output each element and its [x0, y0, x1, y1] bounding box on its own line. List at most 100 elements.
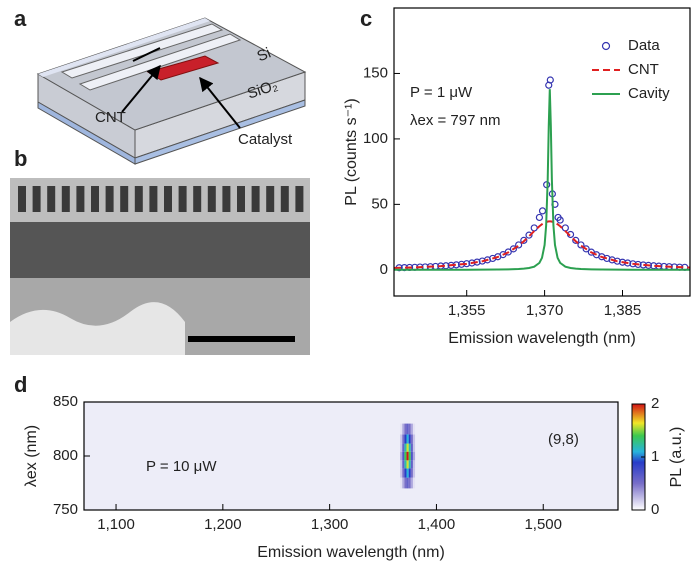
heat-cell: [412, 477, 416, 489]
panel-label: d: [14, 372, 27, 397]
heat-cell: [402, 423, 405, 435]
heat-cell: [408, 468, 411, 478]
hole: [105, 186, 114, 212]
heat-cell: [410, 468, 413, 478]
heat-cell: [402, 451, 405, 461]
x-tick-label: 1,500: [524, 516, 562, 533]
y-tick-label: 0: [380, 261, 388, 278]
annotation: λex = 797 nm: [410, 112, 500, 129]
hole: [149, 186, 158, 212]
heat-cell: [406, 434, 409, 444]
heat-cell: [410, 443, 413, 452]
colorbar-label: PL (a.u.): [668, 427, 685, 488]
data-point: [561, 224, 569, 232]
heat-cell: [410, 434, 413, 444]
legend-label: Cavity: [628, 85, 670, 102]
heat-cell: [412, 423, 416, 435]
heat-cell: [404, 434, 407, 444]
hole: [193, 186, 202, 212]
heat-cell: [400, 477, 403, 489]
data-point: [520, 236, 528, 244]
hole: [237, 186, 245, 212]
y-tick-label: 50: [371, 195, 388, 212]
data-point: [530, 224, 538, 232]
hole: [120, 186, 129, 212]
data-point: [582, 245, 590, 253]
heat-cell: [404, 423, 407, 435]
series-line: [394, 89, 690, 271]
annotation: P = 10 μW: [146, 458, 217, 475]
data-point: [572, 236, 580, 244]
diagram-label: Catalyst: [238, 131, 293, 148]
plot-frame: [83, 401, 619, 511]
heat-cell: [410, 451, 413, 461]
series-line: [394, 220, 690, 269]
heat-cell: [402, 477, 405, 489]
data-point: [556, 216, 564, 224]
y-axis-label: PL (counts s⁻¹): [343, 98, 360, 205]
scale-bar: [188, 336, 295, 342]
y-axis-label: λex (nm): [23, 425, 40, 487]
hole: [61, 186, 70, 212]
data-point: [504, 248, 512, 256]
plot-area: [394, 76, 690, 272]
heat-cell: [406, 468, 409, 478]
heat-cell: [402, 468, 405, 478]
data-point: [525, 231, 533, 239]
x-axis-label: Emission wavelength (nm): [448, 330, 636, 347]
heat-cell: [412, 468, 416, 478]
heat-cell: [406, 477, 409, 489]
heat-cell: [400, 451, 403, 461]
x-axis-label: Emission wavelength (nm): [257, 544, 445, 561]
heat-cell: [412, 460, 416, 469]
heat-cell: [408, 423, 411, 435]
heat-cell: [402, 460, 405, 469]
data-point: [515, 241, 523, 249]
x-tick-label: 1,385: [604, 302, 642, 319]
diagram-label: CNT: [95, 109, 126, 126]
heat-cell: [412, 443, 416, 452]
data-point: [538, 207, 547, 215]
plot-c: 1,355 1,370 1,385 0 50 100 150 Emission wavelen…: [343, 7, 691, 347]
heat-cell: [410, 460, 413, 469]
heat-cell: [400, 468, 403, 478]
y-tick-label: 800: [53, 447, 78, 464]
heat-cell: [402, 443, 405, 452]
y-tick-label: 850: [53, 393, 78, 410]
colorbar-tick-label: 2: [651, 395, 659, 412]
hole: [222, 186, 231, 212]
hole: [91, 186, 99, 212]
plot-background: [84, 402, 618, 510]
heat-cell: [408, 451, 411, 461]
x-tick-label: 1,355: [448, 302, 486, 319]
x-tick-label: 1,200: [204, 516, 242, 533]
annotation: (9,8): [548, 431, 579, 448]
colorbar-tick-label: 1: [651, 448, 659, 465]
legend-label: Data: [628, 37, 660, 54]
heat-cell: [400, 460, 403, 469]
hole: [76, 186, 85, 212]
device-diagram: [36, 17, 307, 165]
x-tick-label: 1,300: [311, 516, 349, 533]
heat-cell: [404, 477, 407, 489]
heat-cell: [412, 434, 416, 444]
heat-cell: [400, 443, 403, 452]
heat-cell: [404, 443, 407, 452]
y-tick-label: 750: [53, 501, 78, 518]
heat-cell: [406, 460, 409, 469]
panel-label: b: [14, 146, 27, 171]
hole: [178, 186, 187, 212]
y-tick-label: 100: [363, 130, 388, 147]
plot-frame: [393, 7, 691, 297]
legend-label: CNT: [628, 61, 659, 78]
hole: [266, 186, 275, 212]
heat-cell: [404, 460, 407, 469]
heat-cell: [400, 434, 403, 444]
data-point: [509, 245, 518, 253]
diagram-label: Si: [255, 45, 274, 66]
hole: [18, 186, 26, 212]
panel-label: a: [14, 6, 27, 31]
hole: [207, 186, 216, 212]
hole: [295, 186, 304, 212]
